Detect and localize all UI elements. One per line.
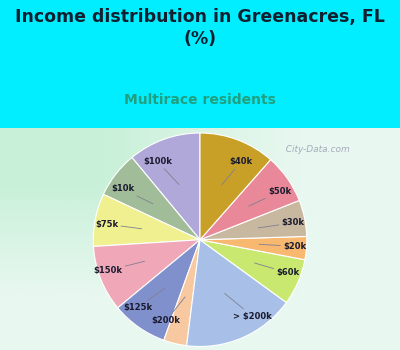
- Text: $10k: $10k: [111, 184, 153, 204]
- Text: $100k: $100k: [143, 157, 179, 184]
- Text: $200k: $200k: [152, 297, 185, 325]
- Text: $150k: $150k: [94, 261, 145, 275]
- Wedge shape: [132, 133, 200, 240]
- Text: $40k: $40k: [222, 158, 252, 185]
- Wedge shape: [94, 240, 200, 308]
- Text: Multirace residents: Multirace residents: [124, 93, 276, 107]
- Text: $75k: $75k: [95, 220, 142, 229]
- Text: $125k: $125k: [123, 288, 165, 312]
- Text: $60k: $60k: [254, 263, 300, 277]
- Text: $30k: $30k: [258, 218, 304, 228]
- Wedge shape: [104, 158, 200, 240]
- Wedge shape: [200, 133, 270, 240]
- Text: City-Data.com: City-Data.com: [280, 146, 350, 154]
- Text: $20k: $20k: [259, 242, 306, 251]
- Wedge shape: [200, 160, 299, 240]
- Wedge shape: [164, 240, 200, 346]
- Wedge shape: [118, 240, 200, 340]
- Text: Income distribution in Greenacres, FL
(%): Income distribution in Greenacres, FL (%…: [15, 8, 385, 48]
- Wedge shape: [200, 201, 307, 240]
- Wedge shape: [200, 236, 307, 260]
- Wedge shape: [200, 240, 305, 302]
- Wedge shape: [93, 194, 200, 246]
- Text: $50k: $50k: [249, 187, 291, 206]
- Text: > $200k: > $200k: [225, 293, 272, 321]
- Wedge shape: [187, 240, 286, 346]
